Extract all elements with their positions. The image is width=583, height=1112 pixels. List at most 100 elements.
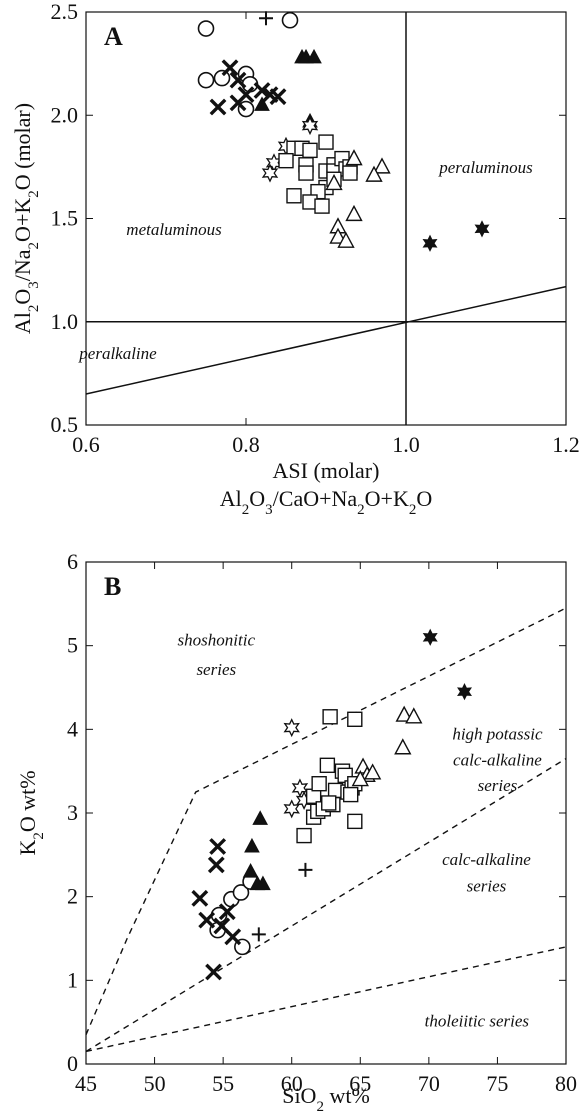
panel-a-annotation: metaluminous xyxy=(126,220,222,239)
panel-a-plot: 0.6 0.8 1.0 1.2 0.5 1.0 1.5 2.0 2.5 metaluminous p… xyxy=(10,0,580,518)
panel-a-boundary-line xyxy=(85,285,567,395)
panel-b-point-circle xyxy=(232,884,250,901)
panel-b-y-tick-label: 1 xyxy=(67,967,78,992)
panel-b-y-tick-label: 4 xyxy=(67,716,78,741)
panel-a-x-tick-label: 0.6 xyxy=(72,432,100,457)
panel-b-annotation: high potassic xyxy=(452,724,543,743)
panel-a-point-triangle-open xyxy=(325,173,343,191)
panel-a-point-cross xyxy=(253,82,271,99)
panel-b-annotation: shoshonitic xyxy=(178,631,256,650)
panel-b-x-tick-label: 65 xyxy=(349,1071,371,1096)
panel-a-y-tick-label: 1.0 xyxy=(51,309,79,334)
panel-b-point-cross xyxy=(218,903,236,921)
panel-b-plot: 45 50 55 60 65 70 75 800123456shoshoniticseries… xyxy=(15,549,577,1112)
panel-b-point-star-open xyxy=(283,718,300,738)
panel-b-y-tick-label: 0 xyxy=(67,1051,78,1076)
panel-b-point-triangle-open xyxy=(395,705,413,722)
panel-b-annotation: series xyxy=(467,877,507,896)
panel-b-boundary-line xyxy=(85,758,567,1053)
panel-a-point-plus xyxy=(259,11,273,26)
panel-a-point-triangle-open xyxy=(345,149,363,166)
panel-a-annotation: peralkaline xyxy=(78,344,157,363)
panel-b-x-tick-label: 80 xyxy=(555,1071,577,1096)
panel-a-point-star-open xyxy=(301,116,319,136)
panel-b-annotation: calc-alkaline xyxy=(453,750,542,769)
panel-a-point-cross xyxy=(221,59,239,77)
panel-b-point-square-open xyxy=(342,786,359,803)
panel-a-point-square-open xyxy=(342,165,358,181)
panel-b-point-plus xyxy=(298,862,313,877)
panel-b-boundary-line xyxy=(85,946,567,1053)
panel-a-point-triangle-open xyxy=(329,227,347,244)
panel-a-annotation: peraluminous xyxy=(438,158,533,177)
panel-b-y-tick-label: 5 xyxy=(67,633,78,658)
panel-a-point-cross xyxy=(269,88,287,106)
panel-a-point-star-filled xyxy=(422,234,438,252)
panel-b-point-plus xyxy=(251,927,266,942)
panel-b-annotation: series xyxy=(196,660,236,679)
panel-a-y-tick-label: 2.5 xyxy=(51,0,79,24)
panel-b-x-tick-label: 70 xyxy=(418,1071,440,1096)
panel-b-point-square-open xyxy=(347,711,363,727)
panel-b-point-square-open xyxy=(347,813,363,830)
panel-b-point-triangle-open xyxy=(363,763,382,780)
panel-b-point-square-open xyxy=(319,757,336,774)
panel-a-point-triangle-filled xyxy=(254,96,270,111)
panel-b-point-triangle-open xyxy=(351,770,369,787)
panel-a-point-cross xyxy=(209,98,227,116)
panel-b-boundary-line xyxy=(85,607,567,1035)
panel-a-x-tick-label: 1.0 xyxy=(392,432,420,457)
panel-a-frame xyxy=(85,11,567,426)
panel-a-y-axis-title: Al2O3/Na2O+K2O (molar) xyxy=(10,103,42,334)
panel-b-point-triangle-open xyxy=(394,738,412,755)
panel-a-point-triangle-open xyxy=(345,204,363,222)
panel-a-x-tick-label: 0.8 xyxy=(232,432,260,457)
panel-a-point-cross xyxy=(229,94,247,112)
panel-b-point-triangle-filled xyxy=(255,875,271,891)
panel-a-y-tick-label: 1.5 xyxy=(51,206,79,231)
panel-b-point-cross xyxy=(198,911,216,929)
panel-a-y-tick-label: 2.0 xyxy=(51,102,79,127)
panel-a-point-star-filled xyxy=(474,220,490,238)
panel-b-annotation: calc-alkaline xyxy=(442,850,531,869)
panel-b-point-triangle-filled xyxy=(242,863,259,878)
panel-b-y-axis-title: K2O wt% xyxy=(15,770,47,855)
panel-a-point-square-open xyxy=(278,152,294,169)
panel-a-point-cross xyxy=(229,71,247,89)
panel-b-y-tick-label: 3 xyxy=(67,800,78,825)
panel-b-x-tick-label: 60 xyxy=(281,1071,303,1096)
panel-a-label: A xyxy=(104,22,123,51)
panel-a-y-tick-label: 0.5 xyxy=(51,412,79,437)
panel-b-annotation: tholeiitic series xyxy=(425,1011,530,1030)
panel-a-point-triangle-open xyxy=(337,231,355,248)
panel-b-y-tick-label: 2 xyxy=(67,884,78,909)
panel-a-point-circle xyxy=(281,11,299,29)
panel-b-point-triangle-filled xyxy=(244,837,260,853)
panel-b-point-square-open xyxy=(311,776,327,792)
panel-a-x-axis-title: ASI (molar) xyxy=(273,458,380,483)
panel-b-point-triangle-open xyxy=(405,707,423,724)
panel-a-point-circle xyxy=(197,20,215,37)
panel-b-x-tick-label: 55 xyxy=(212,1071,234,1096)
panel-a-point-star-open xyxy=(261,163,279,183)
panel-b-point-square-open xyxy=(321,795,337,811)
panel-b-point-cross xyxy=(207,856,225,874)
panel-b-point-square-open xyxy=(296,827,312,844)
panel-b-x-tick-label: 45 xyxy=(75,1071,97,1096)
panel-b-point-triangle-filled xyxy=(252,810,269,825)
panel-b-point-cross xyxy=(205,963,222,981)
panel-b-point-star-open xyxy=(291,778,309,798)
panel-b-x-axis-title: SiO2 wt% xyxy=(282,1083,370,1112)
panel-a-point-triangle-filled xyxy=(306,48,322,64)
panel-b-point-star-filled xyxy=(422,628,438,646)
panel-a-x-axis-subtitle: Al2O3/CaO+Na2O+K2O xyxy=(220,486,432,518)
panel-a-point-triangle-open xyxy=(373,157,391,174)
panel-b-point-square-open xyxy=(322,709,338,725)
panel-a-point-triangle-open xyxy=(365,165,383,182)
panel-b-point-cross xyxy=(224,928,242,946)
panel-b-label: B xyxy=(104,572,121,601)
panel-b-point-star-filled xyxy=(457,683,472,701)
panel-b-point-cross xyxy=(191,889,209,907)
